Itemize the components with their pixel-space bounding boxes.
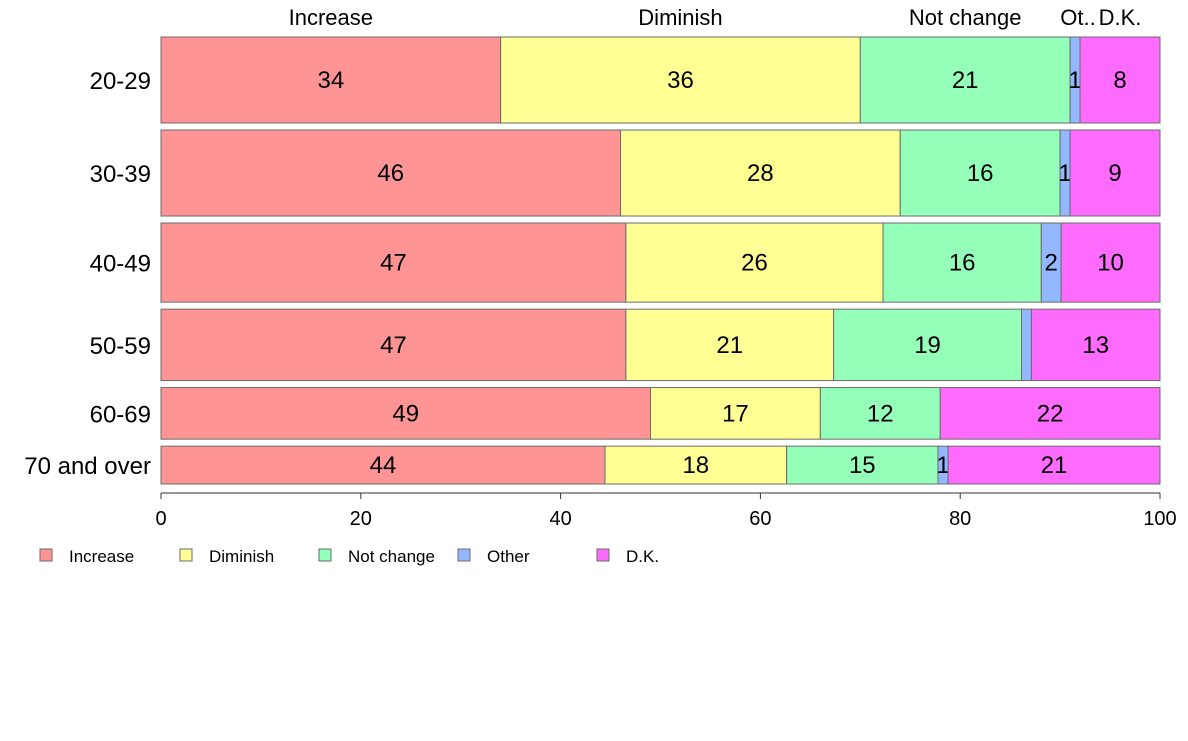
segment-value-label: 36 [667, 67, 694, 94]
bar-segment-diminish [625, 222, 884, 303]
segment-value-label: 46 [377, 160, 404, 187]
segment-value-label: 1 [1068, 67, 1081, 94]
category-label: 70 and over [24, 453, 151, 480]
bar-segment-increase [160, 445, 606, 485]
segment-value-label: 8 [1113, 67, 1126, 94]
top-series-label: Diminish [638, 5, 722, 30]
bar-segment-diminish [650, 387, 821, 440]
bar-segment-diminish [500, 36, 861, 124]
bar-segment-increase [160, 387, 652, 440]
bar-segment-not-change [786, 445, 939, 485]
category-label: 50-59 [90, 333, 151, 360]
segment-value-label: 47 [380, 250, 407, 277]
segment-value-label: 1 [1058, 160, 1071, 187]
legend-label: D.K. [626, 547, 659, 566]
bar-segment-diminish [620, 129, 901, 217]
segment-value-label: 22 [1037, 400, 1064, 427]
segment-value-label: 12 [867, 400, 894, 427]
legend-label: Diminish [209, 547, 274, 566]
legend-swatch [39, 548, 53, 562]
bar-segment-d-k- [939, 387, 1161, 440]
segment-value-label: 21 [952, 67, 979, 94]
segment-value-label: 21 [716, 332, 743, 359]
segment-value-label: 28 [747, 160, 774, 187]
category-labels: 20-29 30-39 40-49 50-59 60-69 70 and over [24, 68, 151, 480]
x-tick-label: 20 [350, 508, 372, 530]
legend-swatch [318, 548, 332, 562]
legend-swatch [596, 548, 610, 562]
segment-value-label: 9 [1108, 160, 1121, 187]
top-series-label: Increase [289, 5, 373, 30]
top-series-label: Not change [909, 5, 1022, 30]
legend-label: Not change [348, 547, 435, 566]
segment-value-label: 13 [1082, 332, 1109, 359]
segment-value-label: 16 [967, 160, 994, 187]
x-tick-label: 60 [749, 508, 771, 530]
bar-segment-increase [160, 129, 622, 217]
segment-value-label: 44 [370, 452, 397, 479]
top-series-label: D.K. [1099, 5, 1142, 30]
x-tick-label: 0 [155, 508, 166, 530]
x-tick-label: 100 [1143, 508, 1176, 530]
bar-segment-diminish [625, 308, 835, 382]
category-label: 20-29 [90, 68, 151, 95]
bar-segment-d-k- [947, 445, 1161, 485]
segment-value-label: 1 [936, 452, 949, 479]
category-label: 40-49 [90, 251, 151, 278]
segment-value-label: 34 [317, 67, 344, 94]
segment-value-label: 16 [949, 250, 976, 277]
legend-swatch [179, 548, 193, 562]
bar-segment-other [1021, 308, 1032, 382]
bar-segment-d-k- [1079, 36, 1161, 124]
bar-segment-diminish [604, 445, 788, 485]
segment-value-label: 26 [741, 250, 768, 277]
bar-segment-d-k- [1069, 129, 1161, 217]
segment-value-label: 17 [722, 400, 749, 427]
segment-value-label: 49 [392, 400, 419, 427]
category-label: 60-69 [90, 401, 151, 428]
bar-segment-not-change [882, 222, 1042, 303]
segment-value-label: 19 [914, 332, 941, 359]
legend-label: Increase [69, 547, 134, 566]
segment-value-label: 10 [1097, 250, 1124, 277]
segment-value-label: 15 [849, 452, 876, 479]
bar-segment-not-change [833, 308, 1023, 382]
bar-segment-not-change [859, 36, 1071, 124]
bar-segment-d-k- [1030, 308, 1161, 382]
legend: Increase Diminish Not change Other D.K. [39, 547, 659, 566]
top-series-label: Ot.. [1060, 5, 1095, 30]
legend-swatch [457, 548, 471, 562]
legend-label: Other [487, 547, 530, 566]
segment-value-label: 18 [682, 452, 709, 479]
bar-segment-increase [160, 308, 627, 382]
bar-segment-d-k- [1060, 222, 1161, 303]
segment-value-label: 2 [1045, 250, 1058, 277]
segment-value-label: 21 [1041, 452, 1068, 479]
x-tick-label: 40 [549, 508, 571, 530]
top-labels: Increase Diminish Not change Ot.. D.K. [289, 5, 1142, 30]
bar-segment-not-change [899, 129, 1061, 217]
category-label: 30-39 [90, 161, 151, 188]
x-tick-label: 80 [949, 508, 971, 530]
bar-segment-not-change [819, 387, 941, 440]
x-axis: 0 20 40 60 80 100 [155, 492, 1177, 530]
segment-value-label: 47 [380, 332, 407, 359]
bar-segment-increase [160, 36, 502, 124]
